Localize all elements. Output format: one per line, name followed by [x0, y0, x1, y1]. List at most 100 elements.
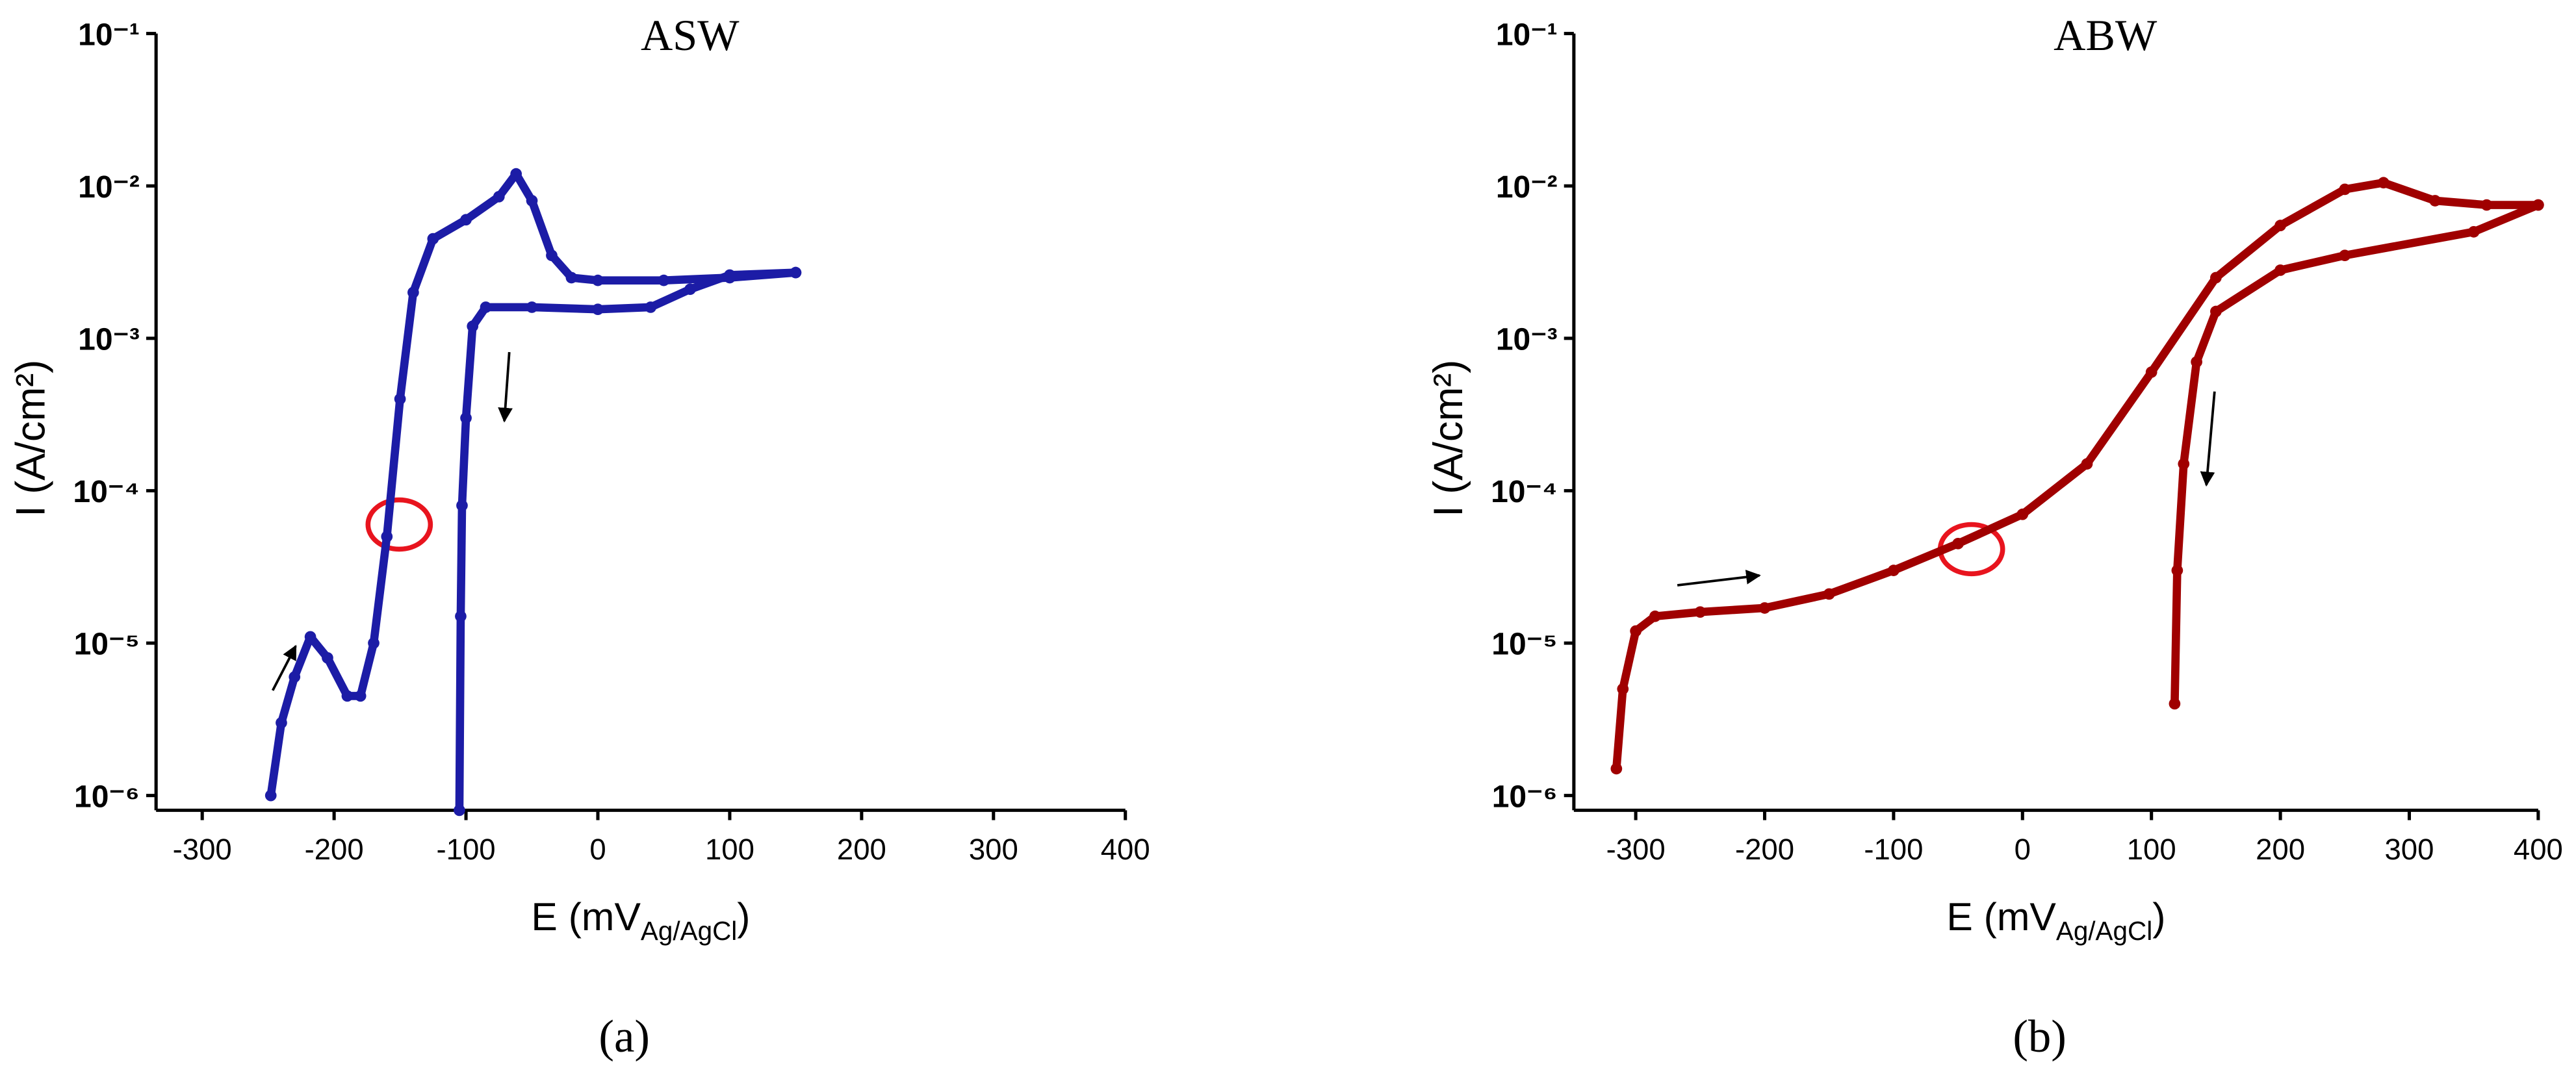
- y-tick-label: 10⁻⁶: [1492, 779, 1558, 814]
- data-point: [454, 804, 465, 817]
- data-point: [276, 716, 287, 729]
- x-tick-label: 200: [2256, 833, 2305, 866]
- data-point: [526, 195, 538, 207]
- y-tick-label: 10⁻⁵: [74, 627, 140, 662]
- data-point: [724, 269, 736, 281]
- y-axis-label: I (A/cm²): [8, 360, 53, 517]
- chart-title: ABW: [2054, 10, 2157, 60]
- panel-label: (a): [599, 1011, 650, 1062]
- data-point: [455, 610, 467, 622]
- x-tick-label: -300: [173, 833, 232, 866]
- x-tick-label: 400: [1101, 833, 1150, 866]
- data-point: [2429, 195, 2441, 207]
- x-tick-label: -200: [305, 833, 364, 866]
- chart-title: ASW: [641, 10, 740, 60]
- x-tick-label: 300: [2385, 833, 2434, 866]
- scan-arrow: [498, 351, 513, 423]
- data-point: [460, 214, 472, 226]
- x-label-subscript: Ag/AgCl: [641, 916, 737, 946]
- data-point: [526, 301, 538, 313]
- data-point: [1823, 588, 1835, 600]
- data-point: [1617, 683, 1629, 695]
- data-point: [1758, 602, 1771, 614]
- data-point: [2377, 177, 2389, 189]
- data-point: [684, 283, 696, 296]
- annotations: [271, 351, 2216, 691]
- data-point: [592, 274, 604, 286]
- x-tick-label: -100: [1864, 833, 1923, 866]
- data-point: [467, 320, 479, 333]
- data-line: [455, 268, 800, 815]
- x-tick-label: 0: [2015, 833, 2031, 866]
- data-point: [1649, 610, 1661, 622]
- data-point: [1888, 564, 1900, 576]
- x-label-subscript: Ag/AgCl: [2056, 916, 2152, 946]
- data-point: [341, 690, 354, 702]
- scan-arrow: [271, 644, 297, 691]
- data-point: [546, 249, 558, 262]
- data-point: [427, 233, 439, 245]
- data-point: [2274, 220, 2286, 231]
- y-tick-label: 10⁻⁵: [1491, 627, 1557, 662]
- data-point: [1610, 763, 1623, 775]
- data-point: [289, 671, 301, 683]
- y-tick-label: 10⁻²: [78, 170, 140, 205]
- data-point: [658, 274, 670, 286]
- data-point: [493, 190, 505, 203]
- x-tick-label: 200: [837, 833, 886, 866]
- data-point: [2171, 564, 2183, 576]
- data-point: [2169, 698, 2181, 710]
- data-point: [2081, 458, 2093, 470]
- data-point: [1952, 537, 1964, 550]
- y-tick-label: 10⁻²: [1496, 170, 1558, 205]
- data-line: [2170, 201, 2543, 708]
- data-line: [1612, 178, 2543, 773]
- data-point: [1630, 625, 1642, 637]
- data-point: [2178, 458, 2190, 470]
- data-point: [592, 303, 604, 316]
- data-point: [480, 301, 492, 313]
- scan-arrow: [1677, 570, 1761, 587]
- data-point: [2274, 264, 2286, 276]
- data-point: [2191, 356, 2202, 368]
- data-point: [456, 500, 468, 512]
- data-point: [2480, 199, 2493, 211]
- y-axis-label: I (A/cm²): [1426, 360, 1471, 517]
- data-point: [2016, 508, 2029, 520]
- data-point: [264, 789, 277, 802]
- data-line: [266, 170, 800, 800]
- x-tick-label: -300: [1606, 833, 1666, 866]
- x-tick-label: 300: [969, 833, 1018, 866]
- data-point: [565, 272, 578, 284]
- x-label-tail: ): [737, 894, 750, 939]
- data-point: [2532, 199, 2544, 211]
- chart: ASW 10⁻⁶ 10⁻⁵ 10⁻⁴ 10⁻³ 10⁻² 10⁻¹ -300 -200 -100 0…: [8, 10, 1150, 1062]
- x-tick-label: -100: [437, 833, 496, 866]
- data-point: [354, 690, 367, 702]
- data-point: [510, 168, 522, 180]
- x-tick-label: 100: [705, 833, 754, 866]
- x-tick-label: -200: [1735, 833, 1794, 866]
- data-point: [1694, 606, 1707, 618]
- x-axis-label: E (mVAg/AgCl): [531, 894, 750, 946]
- data-point: [2210, 305, 2222, 318]
- data-point: [2339, 249, 2351, 262]
- x-tick-label: 400: [2514, 833, 2563, 866]
- data-point: [322, 652, 333, 664]
- x-label-tail: ): [2152, 894, 2165, 939]
- data-point: [368, 637, 380, 649]
- x-label-text: E (mV: [1946, 894, 2056, 939]
- x-axis-label: E (mVAg/AgCl): [1946, 894, 2165, 946]
- corrosion-marker: [365, 497, 433, 552]
- chart: ABW 10⁻⁶ 10⁻⁵ 10⁻⁴ 10⁻³ 10⁻² 10⁻¹ -300 -200 -100 0…: [1426, 10, 2563, 1062]
- data-point: [2339, 183, 2351, 196]
- panel-label: (b): [2013, 1011, 2067, 1062]
- x-label-text: E (mV: [531, 894, 641, 939]
- data-point: [407, 286, 419, 299]
- y-tick-label: 10⁻⁴: [1491, 475, 1558, 509]
- y-tick-label: 10⁻¹: [78, 18, 140, 52]
- x-tick-label: 0: [589, 833, 606, 866]
- y-tick-label: 10⁻⁴: [73, 475, 140, 509]
